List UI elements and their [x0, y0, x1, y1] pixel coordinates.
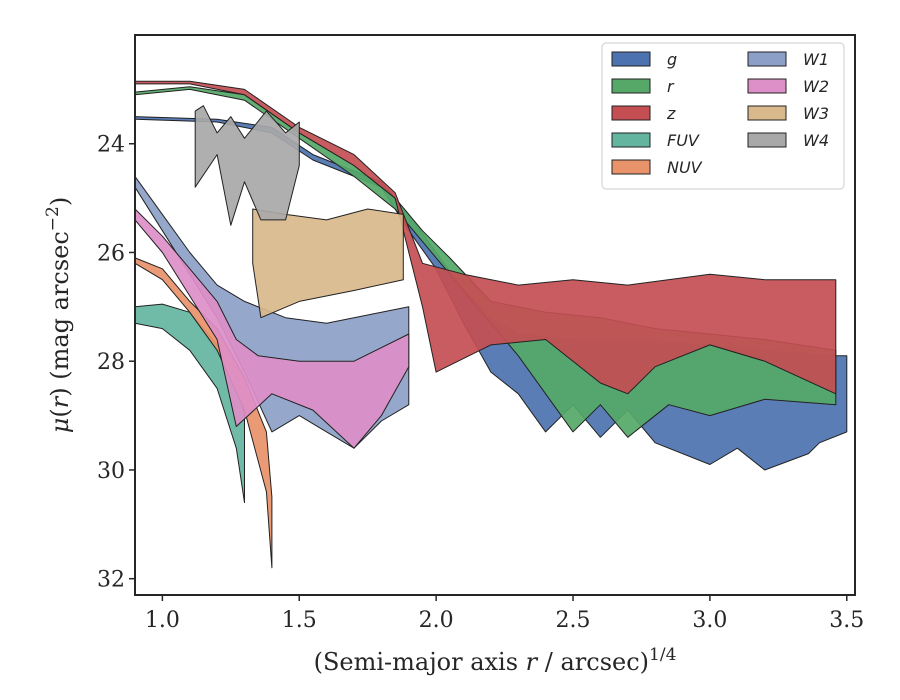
legend: grz FUV NUV W1 W2 W3 W4: [601, 42, 845, 190]
x-tick-label: 3.5: [829, 608, 864, 633]
x-axis-label: (Semi-major axis r / arcsec)1/4: [314, 645, 677, 676]
legend-label-r: r: [667, 77, 675, 96]
y-axis: 24 26 28 30 32: [97, 133, 135, 593]
x-tick-label: 2.0: [419, 608, 454, 633]
x-axis: 1.0 1.5 2.0 2.5 3.0 3.5: [145, 595, 864, 633]
legend-swatch-w4: [747, 132, 787, 148]
legend-label-g: g: [667, 50, 677, 69]
legend-label-nuv: NUV: [667, 158, 703, 177]
y-tick-label: 32: [97, 568, 125, 593]
band-w4: [194, 105, 300, 226]
legend-swatch-w3: [747, 105, 787, 121]
legend-label-w4: W4: [803, 131, 829, 150]
axes-frame: [134, 34, 856, 596]
plot-frame: [134, 34, 856, 596]
x-tick-label: 1.0: [145, 608, 180, 633]
legend-swatch-fuv: [611, 132, 651, 148]
legend-swatch-z: [611, 105, 651, 121]
band-layer: [134, 80, 848, 569]
legend-swatch-w1: [747, 51, 787, 67]
legend-label-fuv: FUV: [667, 131, 700, 150]
legend-swatch-nuv: [611, 159, 651, 175]
legend-label-z: z: [666, 104, 676, 123]
band-z: [134, 80, 837, 395]
legend-swatch-g: [611, 51, 651, 67]
x-tick-label: 1.5: [282, 608, 317, 633]
x-tick-label: 3.0: [692, 608, 727, 633]
y-axis-label: μ(r) (mag arcsec−2): [43, 197, 74, 434]
y-tick-label: 28: [97, 350, 125, 375]
y-tick-label: 24: [97, 133, 125, 158]
legend-label-w1: W1: [803, 50, 829, 69]
y-tick-label: 30: [97, 459, 125, 484]
legend-label-w3: W3: [803, 104, 829, 123]
band-w3: [252, 208, 404, 319]
legend-swatch-w2: [747, 78, 787, 94]
x-tick-label: 2.5: [556, 608, 591, 633]
legend-swatch-r: [611, 78, 651, 94]
legend-label-w2: W2: [803, 77, 829, 96]
band-w2: [134, 208, 410, 449]
y-tick-label: 26: [97, 241, 125, 266]
